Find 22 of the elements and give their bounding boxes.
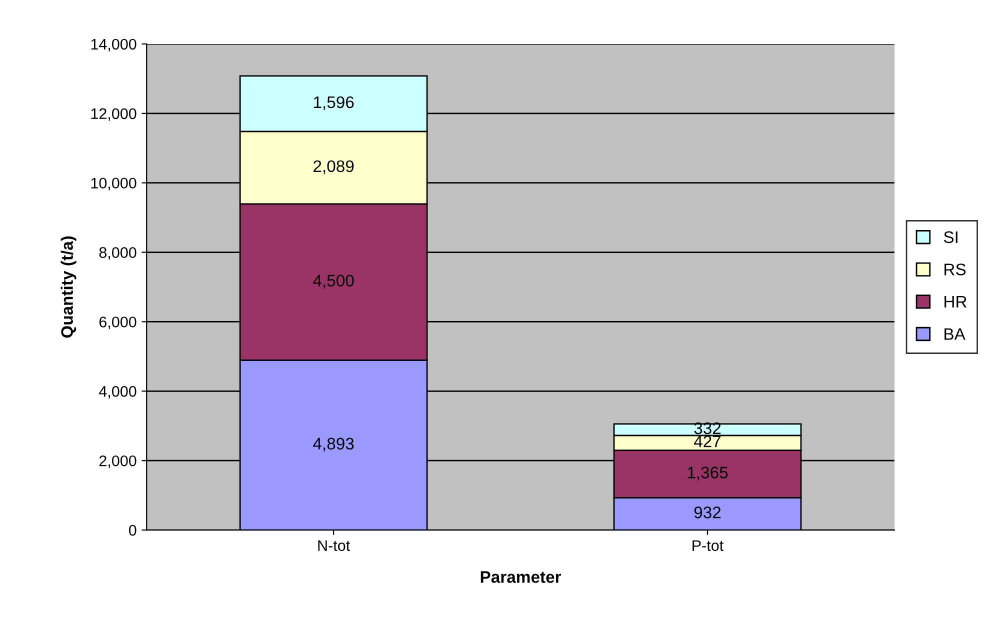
y-tick-label: 8,000 (99, 247, 136, 260)
y-tick-label: 10,000 (91, 178, 136, 190)
data-label: 1,365 (688, 466, 728, 480)
y-tick-label: 4,000 (99, 386, 136, 399)
legend-label: HR (944, 296, 966, 308)
y-axis-title: Quantity (t/a) (60, 236, 76, 338)
x-tick-label: N-tot (318, 540, 350, 551)
y-tick-label: 2,000 (99, 455, 136, 468)
y-tick-label: 6,000 (99, 316, 136, 330)
data-label: 2,089 (314, 160, 354, 174)
x-tick-label: P-tot (692, 540, 724, 551)
y-tick-label: 12,000 (91, 108, 136, 121)
y-tick-label: 0 (128, 524, 136, 536)
data-label: 1,596 (314, 96, 354, 110)
data-label: 4,893 (313, 438, 354, 452)
legend-label: SI (944, 231, 958, 244)
x-axis-title: Parameter (480, 571, 562, 583)
data-label: 932 (694, 506, 721, 518)
y-tick-label: 14,000 (91, 38, 136, 52)
data-label: 4,500 (313, 274, 354, 288)
legend-label: BA (944, 328, 966, 340)
legend-label: RS (944, 264, 966, 276)
